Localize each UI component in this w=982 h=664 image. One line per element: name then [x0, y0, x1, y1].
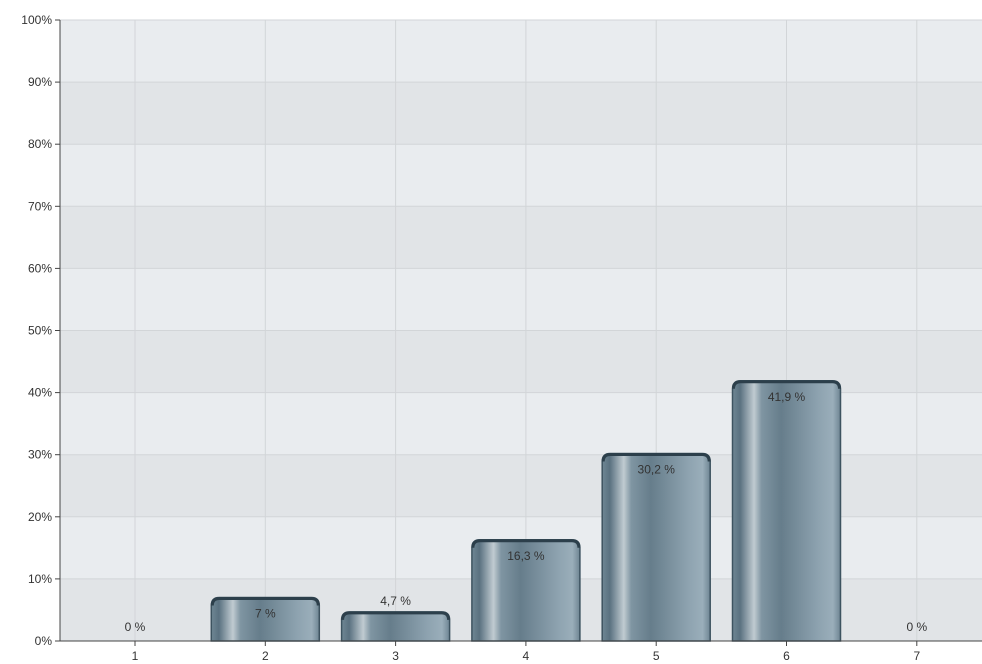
bar-cap: [210, 597, 320, 606]
data-label: 4,7 %: [380, 594, 411, 608]
plot-band: [60, 206, 982, 269]
bar: [731, 380, 842, 642]
x-tick-label: 3: [392, 649, 399, 663]
plot-band: [60, 144, 982, 207]
bar-cap: [341, 611, 451, 620]
y-axis-tick-labels: 0% 10% 20% 30% 40% 50% 60% 70% 80% 90% 100%: [21, 13, 52, 648]
plot-band: [60, 268, 982, 331]
y-tick-label: 90%: [28, 75, 52, 89]
plot-band: [60, 330, 982, 393]
x-tick-label: 1: [132, 649, 139, 663]
x-tick-label: 6: [783, 649, 790, 663]
data-labels: 0 % 7 % 4,7 % 16,3 % 30,2 % 41,9 % 0 %: [125, 390, 928, 634]
x-tick-label: 4: [523, 649, 530, 663]
axes: [55, 19, 982, 646]
bar: [340, 611, 451, 642]
data-label: 41,9 %: [768, 390, 806, 404]
bar: [601, 452, 711, 642]
plot-band: [60, 392, 982, 455]
y-tick-label: 70%: [28, 199, 52, 213]
bar-cap: [732, 380, 841, 389]
data-label: 30,2 %: [638, 462, 676, 476]
y-tick-label: 50%: [28, 324, 52, 338]
bars: [210, 380, 842, 642]
x-axis-tick-labels: 1 2 3 4 5 6 7: [132, 649, 921, 663]
data-label: 7 %: [255, 607, 276, 621]
plot-band: [60, 20, 982, 83]
bar-cap: [471, 539, 581, 548]
plot-band: [60, 82, 982, 145]
y-tick-label: 20%: [28, 510, 52, 524]
data-label: 0 %: [125, 620, 146, 634]
y-tick-label: 80%: [28, 137, 52, 151]
x-tick-label: 2: [262, 649, 269, 663]
data-label: 0 %: [906, 620, 927, 634]
y-tick-label: 30%: [28, 448, 52, 462]
y-tick-label: 10%: [28, 572, 52, 586]
y-tick-label: 40%: [28, 386, 52, 400]
y-tick-label: 100%: [21, 13, 52, 27]
x-tick-label: 5: [653, 649, 660, 663]
data-label: 16,3 %: [507, 549, 545, 563]
y-tick-label: 60%: [28, 261, 52, 275]
x-tick-label: 7: [913, 649, 920, 663]
y-tick-label: 0%: [35, 634, 53, 648]
bar-cap: [601, 452, 711, 462]
plot-band: [60, 454, 982, 517]
